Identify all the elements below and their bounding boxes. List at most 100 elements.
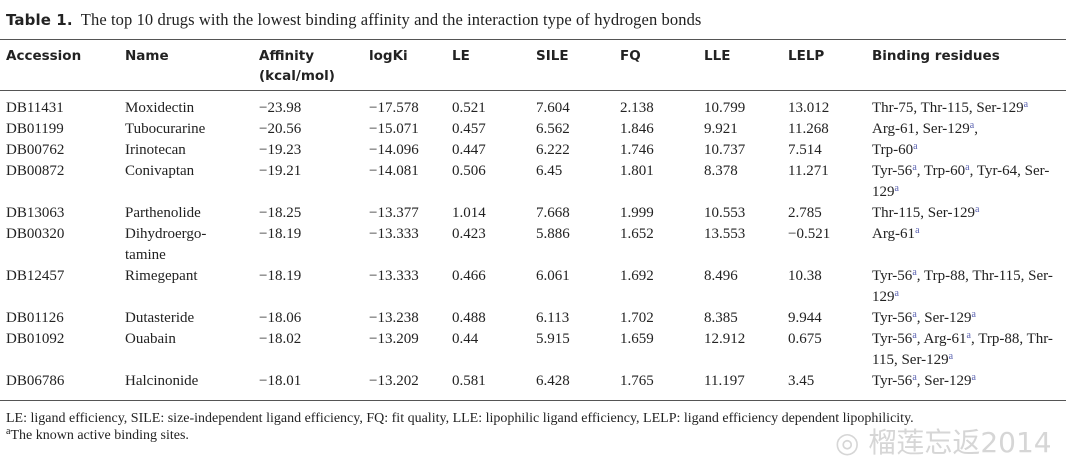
table-label: Table 1.: [6, 11, 73, 29]
cell-accession: DB00762: [6, 142, 65, 158]
cell-binding-residues: Tyr-56a, Trp-60a, Tyr-64, Ser-129a: [872, 162, 1050, 201]
drug-name: Dihydroergo-tamine: [125, 226, 207, 263]
cell-fq: 1.746: [620, 142, 654, 158]
header-affinity: Affinity (kcal/mol): [259, 48, 335, 84]
cell-name: Dutasteride: [119, 308, 253, 329]
residue: Ser-129: [922, 121, 970, 137]
cell-binding-residues: Arg-61a: [866, 224, 1066, 266]
cell-lle: 10.737: [704, 142, 746, 158]
cell-affinity: −23.98: [259, 100, 302, 116]
header-lelp: LELP: [788, 48, 825, 64]
bottom-rule: [0, 400, 1066, 401]
cell-lle: 10.799: [704, 100, 746, 116]
drug-name: Tubocurarine: [125, 121, 206, 137]
footnote-text: The known active binding sites.: [10, 428, 189, 443]
table-row: DB00762 Irinotecan −19.23 −14.096 0.447 6.222…: [0, 140, 1066, 161]
cell-affinity: −18.02: [259, 331, 302, 347]
cell-fq: 1.659: [620, 331, 654, 347]
header-rule: [0, 90, 1066, 91]
active-site-marker: a: [912, 372, 917, 383]
drug-name: Rimegepant: [125, 268, 198, 284]
active-site-marker: a: [912, 267, 917, 278]
table-row: DB00320 Dihydroergo-tamine −18.19 −13.333 0.…: [0, 224, 1066, 266]
cell-accession: DB13063: [6, 205, 65, 221]
cell-sile: 7.604: [536, 100, 570, 116]
header-row: Accession Name Affinity (kcal/mol) logKi LE S…: [0, 46, 1066, 90]
drug-table: Accession Name Affinity (kcal/mol) logKi LE S…: [0, 46, 1066, 392]
cell-lelp: 3.45: [788, 373, 815, 389]
active-site-marker: a: [969, 120, 975, 131]
cell-logki: −13.333: [369, 226, 419, 242]
cell-logki: −13.377: [369, 205, 419, 221]
cell-le: 0.488: [452, 310, 486, 326]
residue: Ser-129: [872, 163, 1050, 200]
cell-fq: 1.801: [620, 163, 654, 179]
active-site-marker: a: [966, 330, 971, 341]
cell-name: Irinotecan: [119, 140, 253, 161]
residue: Tyr-56: [872, 163, 913, 179]
cell-binding-residues: Thr-115, Ser-129a: [872, 204, 980, 222]
drug-name: Dutasteride: [125, 310, 195, 326]
cell-sile: 6.45: [536, 163, 563, 179]
table-row: DB12457 Rimegepant −18.19 −13.333 0.466 6.061…: [0, 266, 1066, 308]
drug-name: Parthenolide: [125, 205, 201, 221]
cell-name: Rimegepant: [119, 266, 253, 308]
residue: Ser-129: [927, 205, 975, 221]
active-site-marker: a: [948, 351, 954, 362]
cell-name: Dihydroergo-tamine: [119, 224, 253, 266]
cell-binding-residues: Arg-61, Ser-129a,: [872, 120, 978, 138]
active-site-marker: a: [915, 225, 920, 236]
cell-accession: DB01092: [6, 331, 65, 347]
cell-sile: 5.915: [536, 331, 570, 347]
active-site-marker: a: [912, 162, 917, 173]
cell-lle: 10.553: [704, 205, 746, 221]
cell-le: 0.44: [452, 331, 479, 347]
residue: Tyr-56: [872, 310, 913, 326]
cell-le: 0.423: [452, 226, 486, 242]
cell-name: Conivaptan: [119, 161, 253, 203]
residue: Thr-75: [872, 100, 914, 116]
cell-le: 0.457: [452, 121, 486, 137]
cell-accession: DB00320: [6, 226, 65, 242]
residue: Arg-61: [872, 226, 916, 242]
cell-le: 1.014: [452, 205, 486, 221]
cell-lle: 8.385: [704, 310, 738, 326]
residue: Ser-129: [924, 373, 972, 389]
drug-name: Irinotecan: [125, 142, 186, 158]
trailing-comma: ,: [974, 121, 978, 137]
cell-le: 0.521: [452, 100, 486, 116]
cell-fq: 2.138: [620, 100, 654, 116]
residue: Tyr-56: [872, 373, 913, 389]
residue: Trp-60: [872, 142, 914, 158]
cell-affinity: −19.21: [259, 163, 302, 179]
cell-affinity: −18.25: [259, 205, 302, 221]
residue: Thr-115: [972, 268, 1021, 284]
cell-lelp: 10.38: [788, 268, 822, 284]
cell-accession: DB01199: [6, 121, 64, 137]
watermark-logo: ◎ 榴莲忘返2014: [835, 426, 1052, 459]
residue: Arg-61: [872, 121, 916, 137]
cell-fq: 1.652: [620, 226, 654, 242]
cell-logki: −13.209: [369, 331, 419, 347]
active-site-marker: a: [975, 204, 980, 215]
active-site-marker: a: [912, 309, 917, 320]
footnote-abbreviations: LE: ligand efficiency, SILE: size-indepe…: [6, 411, 914, 426]
top-rule: [0, 39, 1066, 40]
cell-sile: 5.886: [536, 226, 570, 242]
cell-affinity: −19.23: [259, 142, 302, 158]
cell-name: Moxidectin: [119, 90, 253, 119]
drug-name: Ouabain: [125, 331, 176, 347]
table-row: DB13063 Parthenolide −18.25 −13.377 1.014 7.6…: [0, 203, 1066, 224]
residue: Thr-115: [872, 205, 921, 221]
active-site-marker: a: [913, 141, 918, 152]
residue: Ser-129: [901, 352, 949, 368]
cell-lle: 13.553: [704, 226, 746, 242]
active-site-marker: a: [971, 372, 976, 383]
residue: Ser-129: [872, 268, 1053, 305]
cell-logki: −13.238: [369, 310, 419, 326]
active-site-marker: a: [894, 183, 899, 194]
cell-binding-residues: Tyr-56a, Ser-129a: [872, 309, 976, 327]
cell-binding-residues: Trp-60a: [866, 140, 1066, 161]
drug-name: Halcinonide: [125, 373, 199, 389]
cell-binding-residues: Tyr-56a, Trp-88, Thr-115, Ser-129a: [872, 267, 1053, 306]
